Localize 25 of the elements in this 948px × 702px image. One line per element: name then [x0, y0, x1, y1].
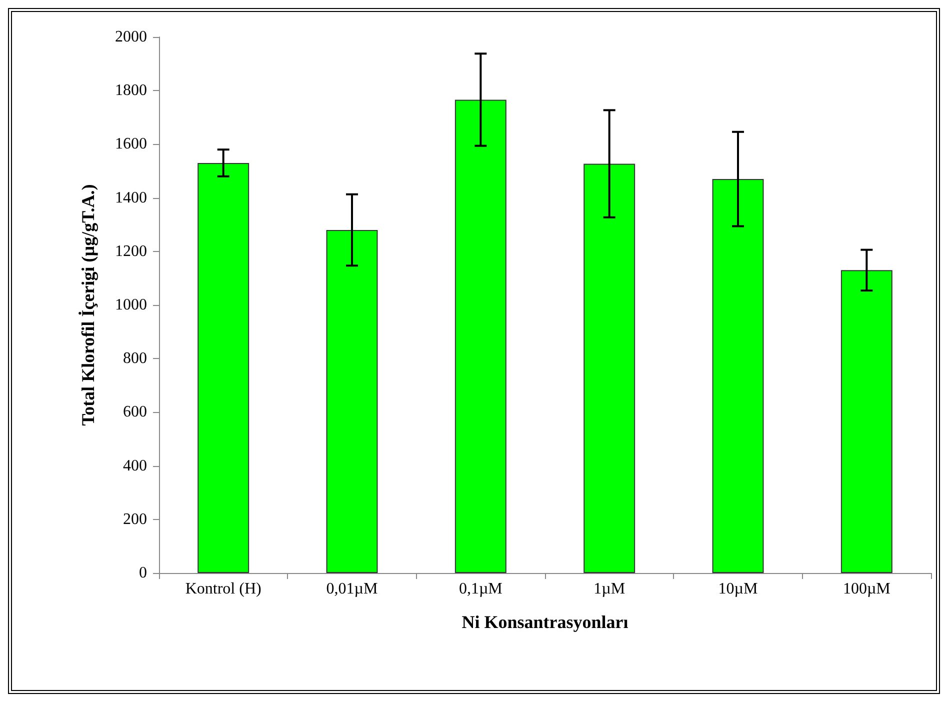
y-tick-label: 1000 — [115, 296, 147, 314]
x-tick-label: 0,01µM — [326, 580, 378, 598]
y-tick-label: 0 — [139, 564, 147, 582]
y-tick-label: 1200 — [115, 242, 147, 260]
y-tick-label: 1600 — [115, 136, 147, 153]
y-tick-label: 200 — [123, 510, 147, 528]
y-tick-label: 1400 — [115, 189, 147, 206]
y-tick-label: 800 — [123, 350, 147, 368]
y-tick-label: 1800 — [115, 82, 147, 100]
x-tick-label: 100µM — [842, 580, 890, 598]
bar — [712, 179, 764, 573]
bar — [840, 270, 892, 573]
y-tick-label: 600 — [123, 404, 147, 421]
y-tick-label: 2000 — [115, 28, 147, 46]
x-tick-label: Kontrol (H) — [185, 580, 262, 598]
x-tick-label: 1µM — [594, 580, 626, 598]
x-tick-label: 0,1µM — [458, 580, 502, 598]
y-tick-label: 400 — [123, 457, 147, 474]
bar — [454, 100, 506, 573]
x-tick-label: 10µM — [718, 580, 758, 598]
y-axis-title: Total Klorofil İçerigi (µg/gT.A.) — [78, 184, 98, 426]
bar — [198, 162, 250, 573]
bar — [584, 164, 636, 573]
x-axis-title: Ni Konsantrasyonları — [462, 612, 628, 632]
bar — [326, 230, 378, 573]
